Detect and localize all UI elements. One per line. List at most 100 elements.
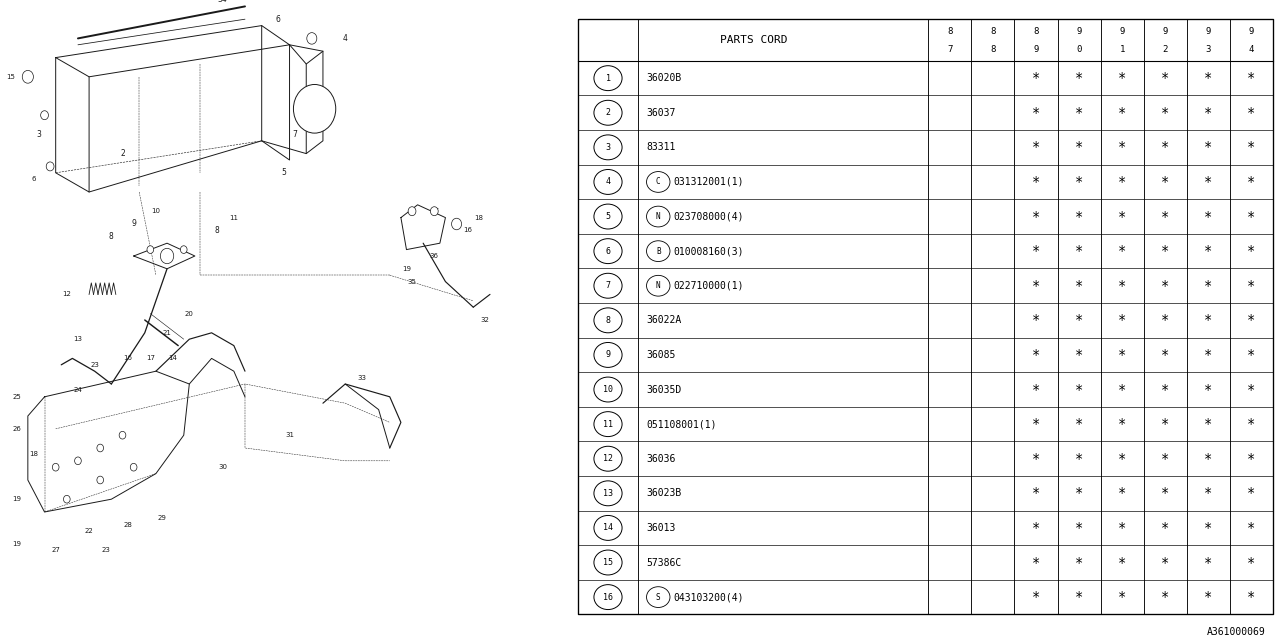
- Text: *: *: [1161, 244, 1170, 258]
- Text: 32: 32: [480, 317, 489, 323]
- Text: 1: 1: [1120, 45, 1125, 54]
- Text: 22: 22: [84, 528, 93, 534]
- Circle shape: [594, 308, 622, 333]
- Circle shape: [41, 111, 49, 120]
- Text: *: *: [1161, 71, 1170, 85]
- Circle shape: [594, 412, 622, 436]
- Text: 5: 5: [605, 212, 611, 221]
- Text: 23: 23: [101, 547, 110, 554]
- Text: 2: 2: [120, 149, 125, 158]
- Text: 9: 9: [605, 351, 611, 360]
- Text: *: *: [1161, 590, 1170, 604]
- Text: *: *: [1161, 279, 1170, 292]
- Circle shape: [131, 463, 137, 471]
- Text: *: *: [1161, 383, 1170, 397]
- Text: 24: 24: [73, 387, 82, 394]
- Text: *: *: [1247, 417, 1256, 431]
- Text: *: *: [1161, 140, 1170, 154]
- Circle shape: [594, 273, 622, 298]
- Circle shape: [646, 206, 669, 227]
- Text: 83311: 83311: [646, 142, 676, 152]
- Circle shape: [646, 275, 669, 296]
- Text: 8: 8: [605, 316, 611, 325]
- Text: *: *: [1247, 175, 1256, 189]
- Text: 36023B: 36023B: [646, 488, 682, 499]
- Text: *: *: [1075, 140, 1083, 154]
- Text: 19: 19: [13, 496, 22, 502]
- Text: *: *: [1032, 383, 1041, 397]
- Text: 031312001(1): 031312001(1): [673, 177, 744, 187]
- Circle shape: [408, 207, 416, 216]
- Text: 9: 9: [131, 220, 136, 228]
- Text: *: *: [1161, 417, 1170, 431]
- Circle shape: [594, 446, 622, 471]
- Circle shape: [97, 476, 104, 484]
- Circle shape: [594, 515, 622, 540]
- Text: 26: 26: [13, 426, 22, 432]
- Circle shape: [147, 246, 154, 253]
- Text: 1: 1: [605, 74, 611, 83]
- Text: *: *: [1075, 279, 1083, 292]
- Text: *: *: [1117, 417, 1126, 431]
- Text: *: *: [1032, 486, 1041, 500]
- Text: *: *: [1032, 348, 1041, 362]
- Text: 18: 18: [29, 451, 38, 458]
- Text: 6: 6: [605, 246, 611, 255]
- Text: 19: 19: [13, 541, 22, 547]
- Text: *: *: [1161, 521, 1170, 535]
- Text: 36035D: 36035D: [646, 385, 682, 394]
- Text: 7: 7: [947, 45, 952, 54]
- Text: 022710000(1): 022710000(1): [673, 281, 744, 291]
- Text: *: *: [1204, 383, 1212, 397]
- Circle shape: [74, 457, 82, 465]
- Circle shape: [22, 70, 33, 83]
- Circle shape: [119, 431, 125, 439]
- Circle shape: [293, 84, 335, 133]
- Text: *: *: [1161, 175, 1170, 189]
- Text: 5: 5: [282, 168, 287, 177]
- Text: 9: 9: [1206, 27, 1211, 36]
- Text: 30: 30: [218, 464, 228, 470]
- Text: *: *: [1075, 590, 1083, 604]
- Text: *: *: [1075, 556, 1083, 570]
- Text: 7: 7: [293, 130, 297, 139]
- Text: *: *: [1247, 556, 1256, 570]
- Text: *: *: [1204, 244, 1212, 258]
- Circle shape: [52, 463, 59, 471]
- Text: 34: 34: [218, 0, 228, 4]
- Text: *: *: [1032, 175, 1041, 189]
- Text: 3: 3: [605, 143, 611, 152]
- Text: PARTS CORD: PARTS CORD: [719, 35, 787, 45]
- Text: *: *: [1032, 590, 1041, 604]
- Text: *: *: [1117, 209, 1126, 223]
- Text: 023708000(4): 023708000(4): [673, 212, 744, 221]
- Circle shape: [46, 162, 54, 171]
- Text: B: B: [655, 246, 660, 255]
- Text: *: *: [1204, 106, 1212, 120]
- Circle shape: [594, 481, 622, 506]
- Text: *: *: [1247, 590, 1256, 604]
- Text: 17: 17: [430, 208, 439, 214]
- Text: 11: 11: [229, 214, 238, 221]
- Text: *: *: [1032, 314, 1041, 327]
- Text: C: C: [655, 177, 660, 186]
- Text: *: *: [1247, 314, 1256, 327]
- Text: *: *: [1247, 521, 1256, 535]
- Text: 010008160(3): 010008160(3): [673, 246, 744, 256]
- Text: *: *: [1075, 452, 1083, 466]
- Text: 8: 8: [109, 232, 114, 241]
- Text: *: *: [1204, 209, 1212, 223]
- Text: 16: 16: [124, 355, 133, 362]
- Text: *: *: [1204, 590, 1212, 604]
- Text: *: *: [1117, 244, 1126, 258]
- Text: *: *: [1247, 348, 1256, 362]
- Text: *: *: [1204, 140, 1212, 154]
- Circle shape: [452, 218, 462, 230]
- Text: *: *: [1247, 244, 1256, 258]
- Text: *: *: [1117, 452, 1126, 466]
- Text: *: *: [1247, 140, 1256, 154]
- Text: *: *: [1247, 209, 1256, 223]
- Circle shape: [646, 241, 669, 262]
- Text: *: *: [1204, 556, 1212, 570]
- Text: *: *: [1161, 452, 1170, 466]
